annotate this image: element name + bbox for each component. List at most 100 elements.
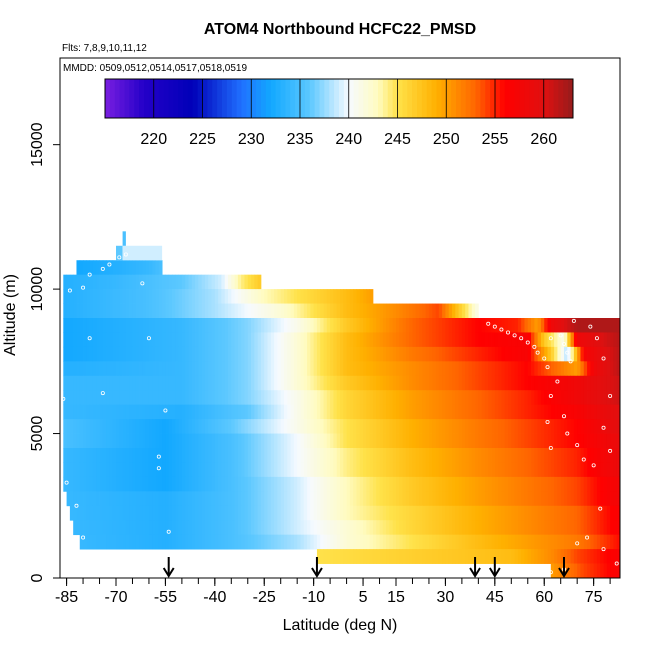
heat-cell (218, 303, 222, 319)
heat-cell (402, 375, 407, 391)
heat-cell (244, 505, 249, 521)
heat-cell (241, 462, 245, 478)
heat-cell (396, 346, 400, 362)
heat-cell (181, 289, 186, 304)
heat-cell (527, 404, 532, 420)
heat-cell (504, 361, 509, 377)
heat-cell (494, 390, 499, 406)
heat-cell (620, 405, 624, 420)
heat-cell (195, 361, 199, 377)
heat-cell (445, 390, 450, 406)
heat-cell (73, 404, 77, 420)
colorbar-cell (329, 79, 335, 118)
heat-cell (570, 318, 575, 333)
heat-cell (89, 361, 94, 377)
heat-cell (251, 289, 255, 304)
heat-cell (514, 433, 519, 449)
heat-cell (191, 448, 196, 463)
heat-cell (336, 491, 341, 507)
y-tick-label: 0 (29, 573, 46, 582)
heat-cell (83, 476, 87, 492)
heat-cell (175, 318, 179, 333)
heat-cell (135, 534, 140, 550)
heat-cell (534, 390, 539, 406)
heat-cell (554, 476, 558, 492)
heat-cell (284, 289, 288, 304)
heat-cell (165, 318, 170, 333)
heat-cell (152, 476, 156, 492)
heat-cell (116, 520, 120, 536)
heat-cell (517, 534, 522, 550)
heat-cell (293, 390, 298, 406)
heat-cell (577, 390, 581, 406)
heat-cell (455, 404, 459, 420)
heat-cell (343, 491, 347, 507)
sample-point (140, 281, 145, 286)
heat-cell (435, 318, 440, 333)
heat-cell (465, 505, 469, 521)
heat-cell (66, 332, 71, 348)
heat-cell (162, 419, 166, 434)
heat-cell (112, 274, 117, 290)
heat-cell (452, 332, 456, 348)
heat-cell (524, 404, 529, 420)
colorbar-tick-label: 250 (433, 131, 460, 148)
heat-cell (340, 462, 344, 478)
sample-point (74, 503, 79, 508)
heat-cell (214, 361, 219, 377)
heat-cell (244, 476, 249, 492)
heat-cell (613, 332, 618, 348)
heat-cell (524, 318, 529, 333)
heat-cell (168, 361, 173, 377)
heat-cell (102, 318, 107, 333)
heat-cell (396, 549, 400, 564)
heat-cell (79, 332, 84, 348)
heat-cell (349, 462, 354, 478)
heat-cell (372, 404, 377, 420)
heat-cell (564, 505, 568, 521)
heat-cell (73, 346, 77, 362)
heat-cell (316, 346, 321, 362)
heat-cell (376, 462, 380, 478)
heat-cell (461, 303, 466, 319)
heat-cell (508, 462, 512, 478)
heat-cell (478, 375, 483, 391)
colorbar-tick-label: 260 (530, 131, 557, 148)
heat-cell (162, 534, 166, 550)
heat-cell (577, 375, 581, 391)
heat-cell (198, 332, 203, 348)
heat-cell (66, 419, 71, 434)
heat-cell (99, 318, 104, 333)
heat-cell (168, 404, 173, 420)
heat-cell (221, 361, 226, 377)
heat-cell (145, 505, 150, 521)
heat-cell (83, 448, 87, 463)
heat-cell (277, 361, 282, 377)
heat-cell (570, 563, 575, 578)
heat-cell (458, 375, 463, 391)
heat-cell (540, 361, 545, 377)
heat-cell (481, 520, 486, 536)
heat-cell (603, 318, 608, 333)
heat-cell (557, 563, 562, 578)
heat-cell (554, 491, 558, 507)
heat-cell (560, 476, 565, 492)
heat-cell (600, 318, 604, 333)
heat-cell (188, 520, 193, 536)
heat-cell (620, 419, 624, 434)
heat-cell (112, 404, 117, 420)
heat-cell (340, 390, 344, 406)
heat-cell (112, 332, 117, 348)
heat-cell (125, 303, 130, 319)
heat-cell (517, 318, 522, 333)
heat-cell (428, 433, 433, 449)
heat-cell (66, 361, 71, 377)
heat-cell (353, 433, 357, 449)
heat-cell (448, 448, 453, 463)
heat-cell (603, 520, 608, 536)
heat-cell (438, 404, 443, 420)
heat-cell (201, 375, 206, 391)
heat-cell (340, 476, 344, 492)
heat-cell (402, 433, 407, 449)
heat-cell (442, 346, 446, 362)
